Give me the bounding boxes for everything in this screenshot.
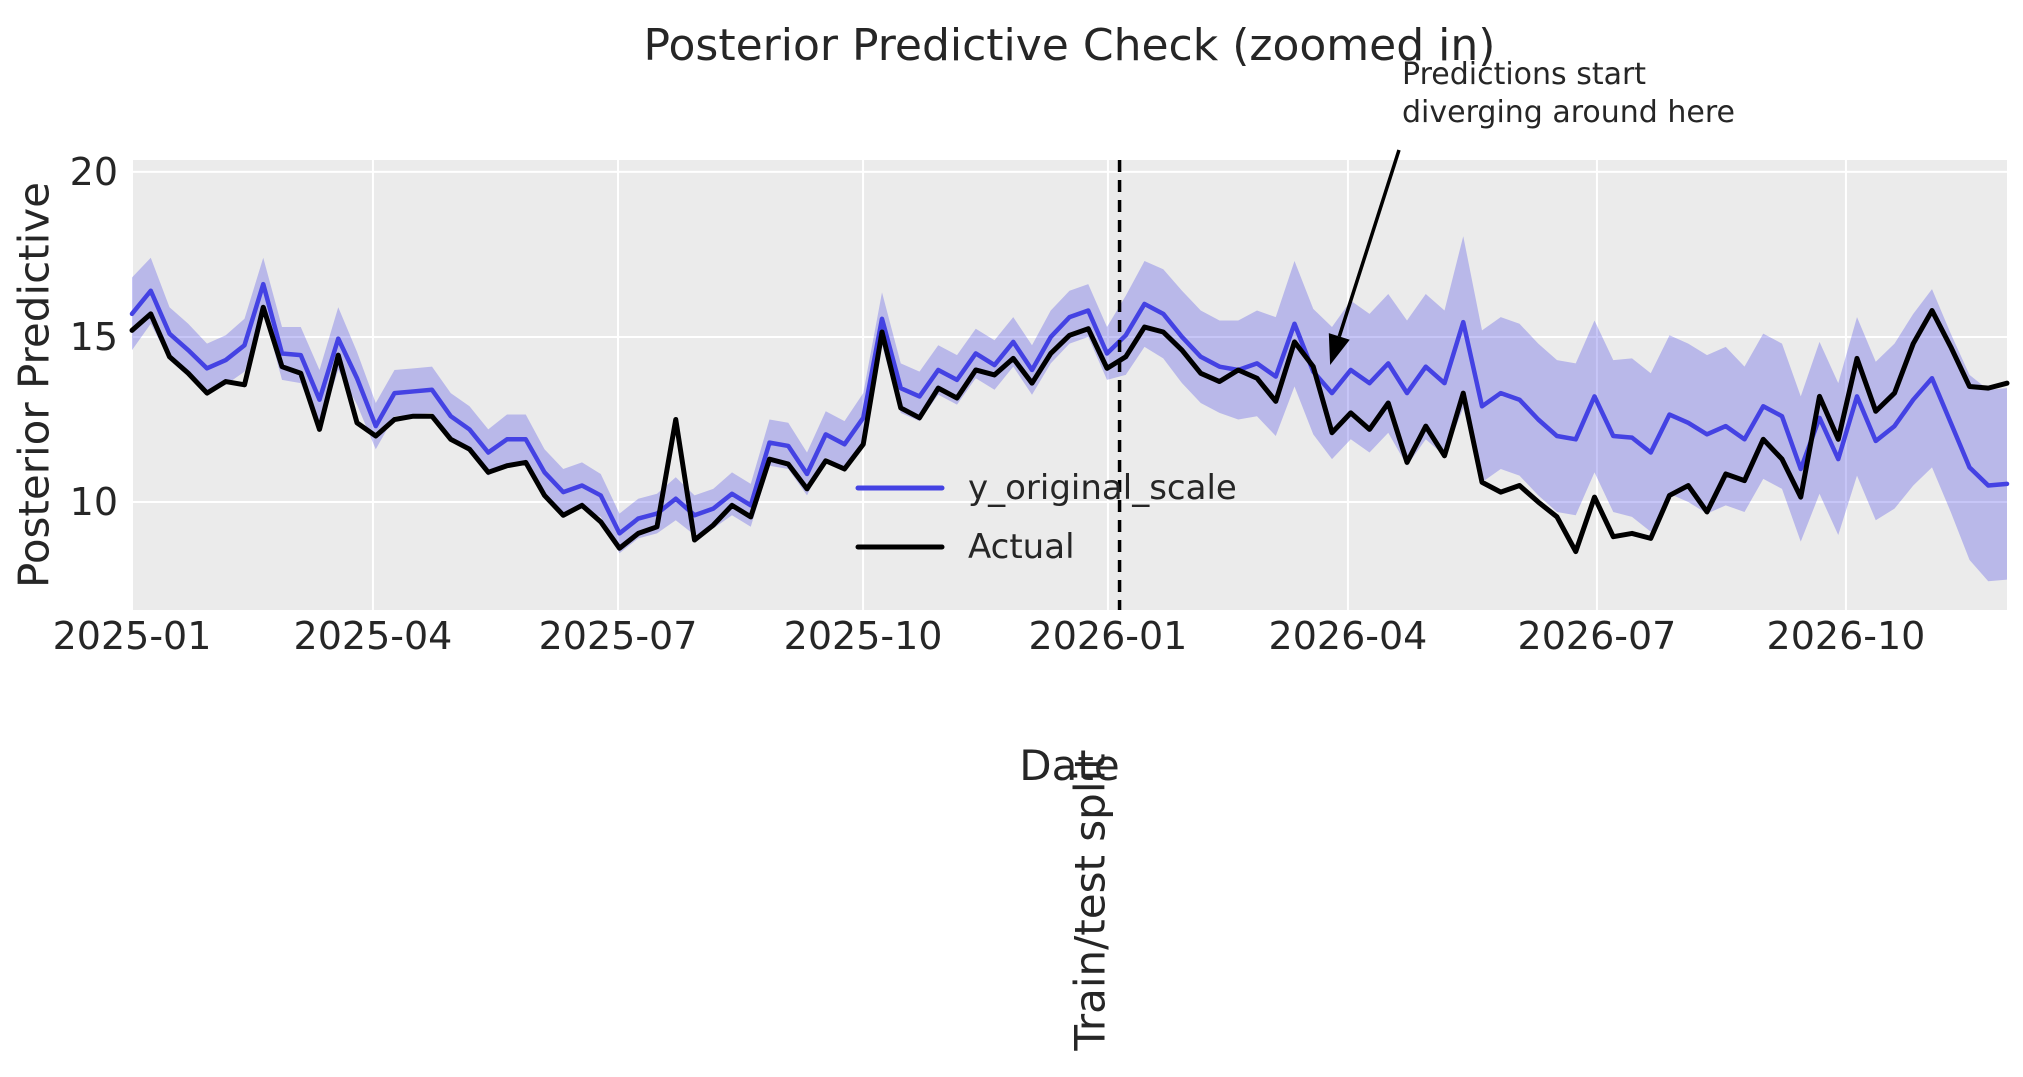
y-tick-label: 20 bbox=[69, 149, 118, 194]
legend-label-actual: Actual bbox=[968, 527, 1075, 567]
x-tick-label: 2025-04 bbox=[293, 614, 453, 658]
x-axis-label: Date bbox=[1019, 741, 1120, 790]
annotation-line-2: diverging around here bbox=[1402, 95, 1735, 130]
annotation-arrow-line bbox=[1337, 149, 1401, 337]
y-axis-label: Posterior Predictive bbox=[9, 182, 59, 588]
x-tick-label: 2026-07 bbox=[1517, 614, 1677, 658]
y-tick-label: 10 bbox=[69, 480, 118, 525]
annotation-text: Predictions start diverging around here bbox=[1402, 56, 1735, 132]
legend-label-predicted: y_original_scale bbox=[968, 468, 1237, 508]
x-tick-label: 2025-10 bbox=[783, 614, 943, 658]
x-tick-label: 2026-10 bbox=[1766, 614, 1926, 658]
plot-area bbox=[132, 160, 2007, 610]
train-test-split-label: Train/test split bbox=[1065, 753, 1115, 1051]
x-tick-label: 2025-07 bbox=[538, 614, 698, 658]
annotation-line-1: Predictions start bbox=[1402, 57, 1647, 92]
predicted-line bbox=[129, 281, 2010, 536]
x-tick-label: 2026-01 bbox=[1028, 614, 1188, 658]
x-tick-label: 2025-01 bbox=[52, 614, 212, 658]
chart-title: Posterior Predictive Check (zoomed in) bbox=[643, 20, 1496, 71]
annotation-arrowhead bbox=[1328, 333, 1350, 366]
y-tick-label: 15 bbox=[69, 314, 118, 359]
x-tick-label: 2026-04 bbox=[1268, 614, 1428, 658]
actual-line bbox=[129, 304, 2010, 555]
